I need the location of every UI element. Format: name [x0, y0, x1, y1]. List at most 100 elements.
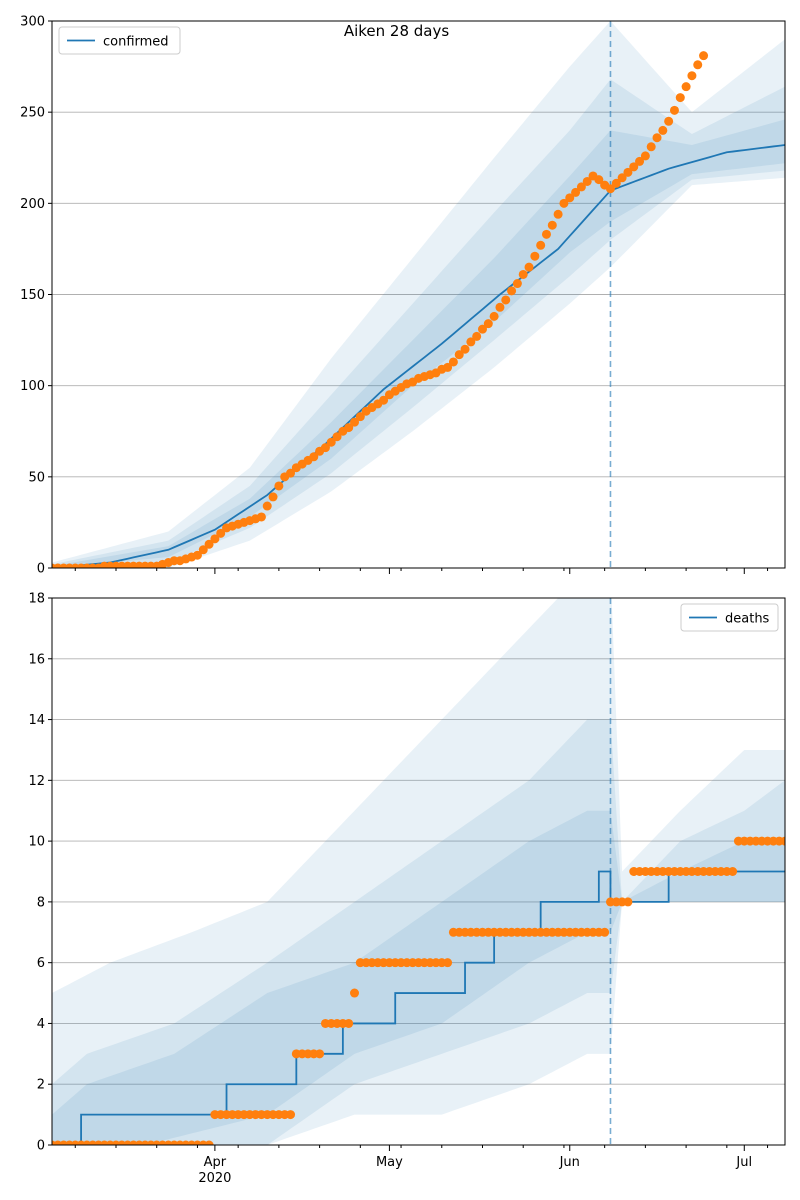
observed-point	[210, 534, 220, 544]
observed-point	[204, 1140, 214, 1145]
observed-point	[472, 331, 482, 341]
band-level-0	[52, 21, 785, 568]
observed-point	[344, 1018, 354, 1028]
y-tick-label: 14	[28, 713, 45, 728]
observed-point	[315, 1049, 325, 1059]
y-tick-label: 18	[28, 592, 45, 607]
observed-point	[600, 927, 610, 937]
y-tick-label: 4	[37, 1017, 45, 1032]
observed-point	[320, 443, 330, 453]
x-tick-year-label: 2020	[198, 1171, 231, 1186]
observed-point	[454, 350, 464, 360]
model-median-line	[52, 870, 785, 1145]
observed-point	[605, 184, 615, 194]
observed-points	[52, 836, 785, 1145]
observed-point	[332, 432, 342, 442]
x-tick-label: Apr	[204, 1155, 227, 1170]
observed-point	[198, 545, 208, 555]
observed-point	[501, 295, 511, 305]
observed-point	[780, 836, 785, 846]
legend-label: confirmed	[103, 35, 169, 50]
observed-point	[675, 93, 685, 103]
uncertainty-bands	[52, 598, 785, 1145]
confirmed-panel: 0 50 100 150 200 250 300 Aiken 28 days confirmed	[20, 15, 786, 577]
observed-point	[565, 193, 575, 203]
observed-point	[286, 468, 296, 478]
observed-point	[518, 269, 528, 279]
observed-point	[699, 51, 709, 61]
observed-point	[350, 988, 360, 998]
observed-point	[216, 528, 226, 538]
x-tick-label: Jun	[559, 1155, 580, 1170]
observed-point	[192, 550, 202, 560]
y-tick-label: 200	[20, 197, 45, 212]
observed-point	[507, 286, 517, 296]
observed-point	[547, 220, 557, 230]
band-level-1	[52, 719, 785, 1145]
observed-point	[466, 337, 476, 347]
x-tick-label: May	[376, 1155, 403, 1170]
observed-point	[443, 362, 453, 372]
observed-point	[344, 423, 354, 433]
model-median-line	[52, 144, 785, 568]
observed-point	[553, 209, 563, 219]
band-level-2	[52, 119, 785, 568]
y-tick-label: 8	[37, 895, 45, 910]
observed-point	[268, 492, 278, 502]
legend-box	[680, 603, 779, 632]
observed-point	[728, 867, 738, 876]
observed-point	[611, 178, 621, 188]
observed-point	[350, 417, 360, 427]
observed-point	[652, 133, 662, 143]
observed-point	[536, 240, 546, 250]
observed-point	[559, 198, 569, 208]
observed-point	[379, 395, 389, 405]
observed-point	[623, 897, 633, 907]
legend: confirmed	[58, 26, 181, 55]
observed-point	[681, 82, 691, 92]
legend-box	[58, 26, 181, 55]
observed-point	[286, 1110, 296, 1120]
observed-point	[658, 125, 668, 135]
legend-label: deaths	[725, 612, 770, 627]
observed-point	[664, 116, 674, 126]
observed-point	[530, 251, 540, 261]
y-tick-label: 300	[20, 15, 45, 30]
observed-point	[594, 175, 604, 185]
observed-point	[448, 357, 458, 367]
band-level-0	[52, 598, 785, 1145]
x-tick-label: Jul	[735, 1155, 752, 1170]
observed-point	[477, 324, 487, 334]
observed-point	[693, 60, 703, 70]
observed-point	[576, 182, 586, 192]
observed-point	[326, 437, 336, 447]
y-tick-label: 250	[20, 106, 45, 121]
observed-point	[355, 412, 365, 422]
y-tick-label: 10	[28, 835, 45, 850]
observed-point	[495, 302, 505, 312]
band-level-2	[52, 810, 785, 1145]
observed-point	[541, 229, 551, 239]
observed-point	[687, 71, 697, 81]
observed-point	[629, 162, 639, 172]
observed-point	[524, 262, 534, 272]
observed-points	[52, 51, 709, 568]
observed-point	[582, 176, 592, 186]
observed-point	[204, 539, 214, 549]
observed-point	[623, 167, 633, 177]
observed-point	[512, 279, 522, 289]
observed-point	[635, 156, 645, 166]
y-tick-label: 0	[37, 1139, 45, 1154]
y-tick-label: 100	[20, 379, 45, 394]
y-tick-label: 16	[28, 652, 45, 667]
y-tick-label: 0	[37, 562, 45, 577]
observed-point	[274, 481, 284, 491]
observed-point	[460, 344, 470, 354]
observed-point	[571, 187, 581, 197]
observed-point	[483, 319, 493, 329]
legend: deaths	[680, 603, 779, 632]
y-tick-label: 150	[20, 288, 45, 303]
y-tick-label: 50	[28, 470, 45, 485]
